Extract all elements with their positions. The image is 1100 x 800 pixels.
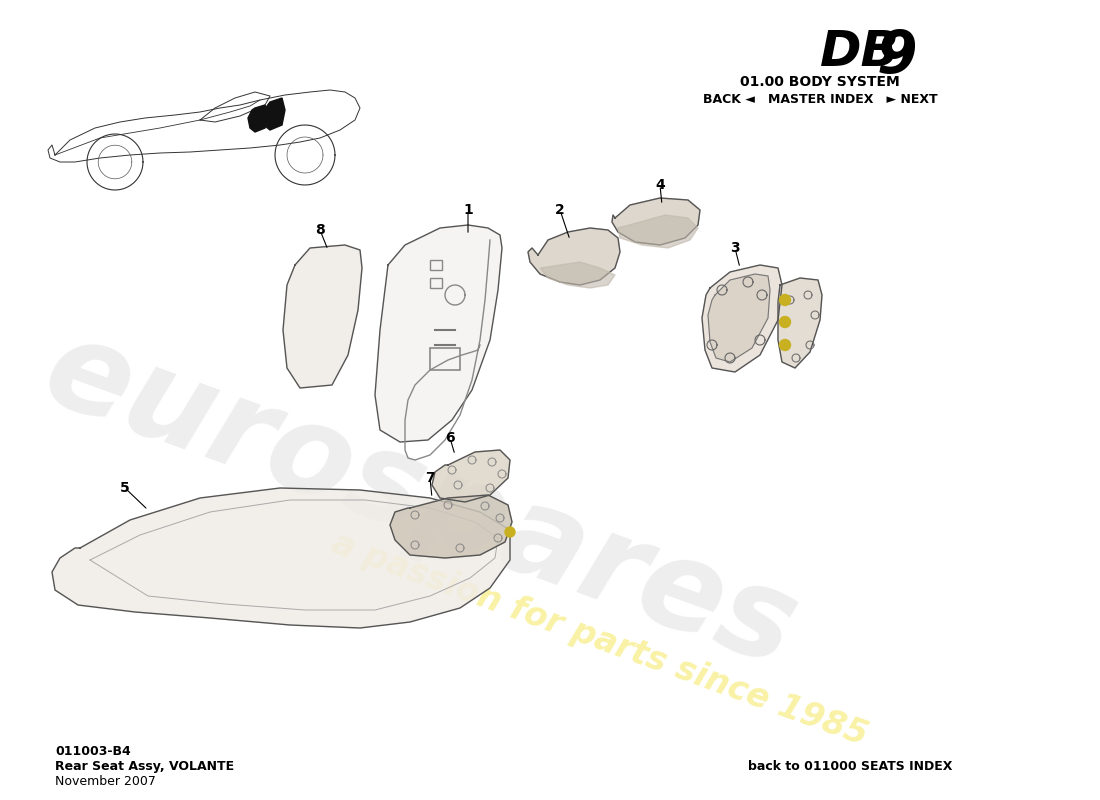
Circle shape bbox=[780, 294, 791, 306]
Text: 4: 4 bbox=[656, 178, 664, 192]
Polygon shape bbox=[778, 278, 822, 368]
Text: 2: 2 bbox=[556, 203, 565, 217]
Text: 9: 9 bbox=[877, 28, 917, 85]
Polygon shape bbox=[283, 245, 362, 388]
Text: Rear Seat Assy, VOLANTE: Rear Seat Assy, VOLANTE bbox=[55, 760, 234, 773]
Text: back to 011000 SEATS INDEX: back to 011000 SEATS INDEX bbox=[748, 760, 953, 773]
Text: 1: 1 bbox=[463, 203, 473, 217]
Text: DB: DB bbox=[820, 28, 900, 76]
Polygon shape bbox=[612, 198, 700, 245]
Circle shape bbox=[505, 527, 515, 537]
Text: 01.00 BODY SYSTEM: 01.00 BODY SYSTEM bbox=[740, 75, 900, 89]
Polygon shape bbox=[390, 495, 512, 558]
Text: BACK ◄   MASTER INDEX   ► NEXT: BACK ◄ MASTER INDEX ► NEXT bbox=[703, 93, 937, 106]
Polygon shape bbox=[528, 228, 620, 285]
Text: a passion for parts since 1985: a passion for parts since 1985 bbox=[328, 527, 872, 753]
Polygon shape bbox=[263, 98, 285, 130]
Polygon shape bbox=[702, 265, 782, 372]
Polygon shape bbox=[540, 262, 615, 288]
Text: November 2007: November 2007 bbox=[55, 775, 156, 788]
Text: 6: 6 bbox=[446, 431, 454, 445]
Text: 3: 3 bbox=[730, 241, 740, 255]
Polygon shape bbox=[432, 450, 510, 502]
Text: eurospares: eurospares bbox=[28, 308, 812, 692]
Text: 5: 5 bbox=[120, 481, 130, 495]
Polygon shape bbox=[375, 225, 502, 442]
Text: 8: 8 bbox=[315, 223, 324, 237]
Text: 011003-B4: 011003-B4 bbox=[55, 745, 131, 758]
Circle shape bbox=[780, 317, 791, 327]
Polygon shape bbox=[52, 488, 510, 628]
Polygon shape bbox=[618, 215, 698, 248]
Text: 7: 7 bbox=[426, 471, 434, 485]
Circle shape bbox=[780, 339, 791, 350]
Polygon shape bbox=[708, 274, 770, 362]
Polygon shape bbox=[248, 105, 268, 132]
